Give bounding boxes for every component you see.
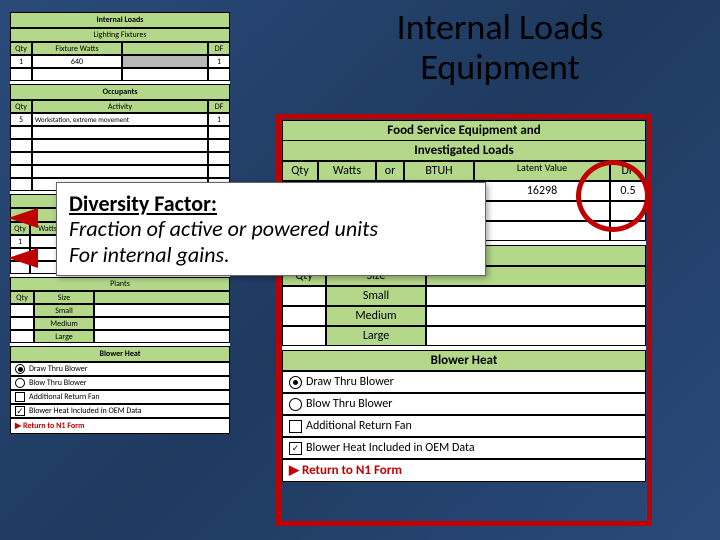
highlight-circle-df [576,160,650,232]
cell-watts[interactable]: 640 [32,55,122,68]
radio-icon [15,378,25,388]
section-plants: Plants [10,277,230,291]
callout-title: Diversity Factor: [69,191,473,216]
cell-grey [122,55,208,68]
callout-line1: Fraction of active or powered units [69,216,473,241]
section-blower-left: Blower Heat [10,346,230,362]
title-line2: Equipment [420,45,579,89]
radio-icon [15,364,25,374]
check-oem-left[interactable]: Blower Heat Included in OEM Data [10,404,230,418]
section-lighting: Lighting Fixtures [10,28,230,42]
checkbox-icon [15,406,25,416]
occupants-header: Qty Activity DF [10,100,230,113]
arrow-icon [8,248,38,268]
callout-box: Diversity Factor: Fraction of active or … [56,182,486,276]
section-occupants: Occupants [10,84,230,100]
callout-line2: For internal gains. [69,242,473,267]
col-df: DF [208,42,230,55]
occupants-row: 5 Workstation, extreme movement 1 [10,113,230,126]
col-watts: Fixture Watts [32,42,122,55]
col-qty: Qty [10,42,32,55]
title-line1: Internal Loads [397,5,604,49]
col-blank [122,42,208,55]
checkbox-icon [15,392,25,402]
cell-qty[interactable]: 1 [10,55,32,68]
lighting-row: 1 640 1 [10,55,230,68]
section-internal-loads: Internal Loads [10,12,230,28]
cell-df[interactable]: 1 [208,55,230,68]
slide-title: Internal Loads Equipment [310,8,690,87]
check-addfan-left[interactable]: Additional Return Fan [10,390,230,404]
radio-blow-left[interactable]: Blow Thru Blower [10,376,230,390]
radio-draw-left[interactable]: Draw Thru Blower [10,362,230,376]
return-link-left[interactable]: ▶ Return to N1 Form [10,418,230,434]
arrow-icon [8,208,38,228]
lighting-header-row: Qty Fixture Watts DF [10,42,230,55]
